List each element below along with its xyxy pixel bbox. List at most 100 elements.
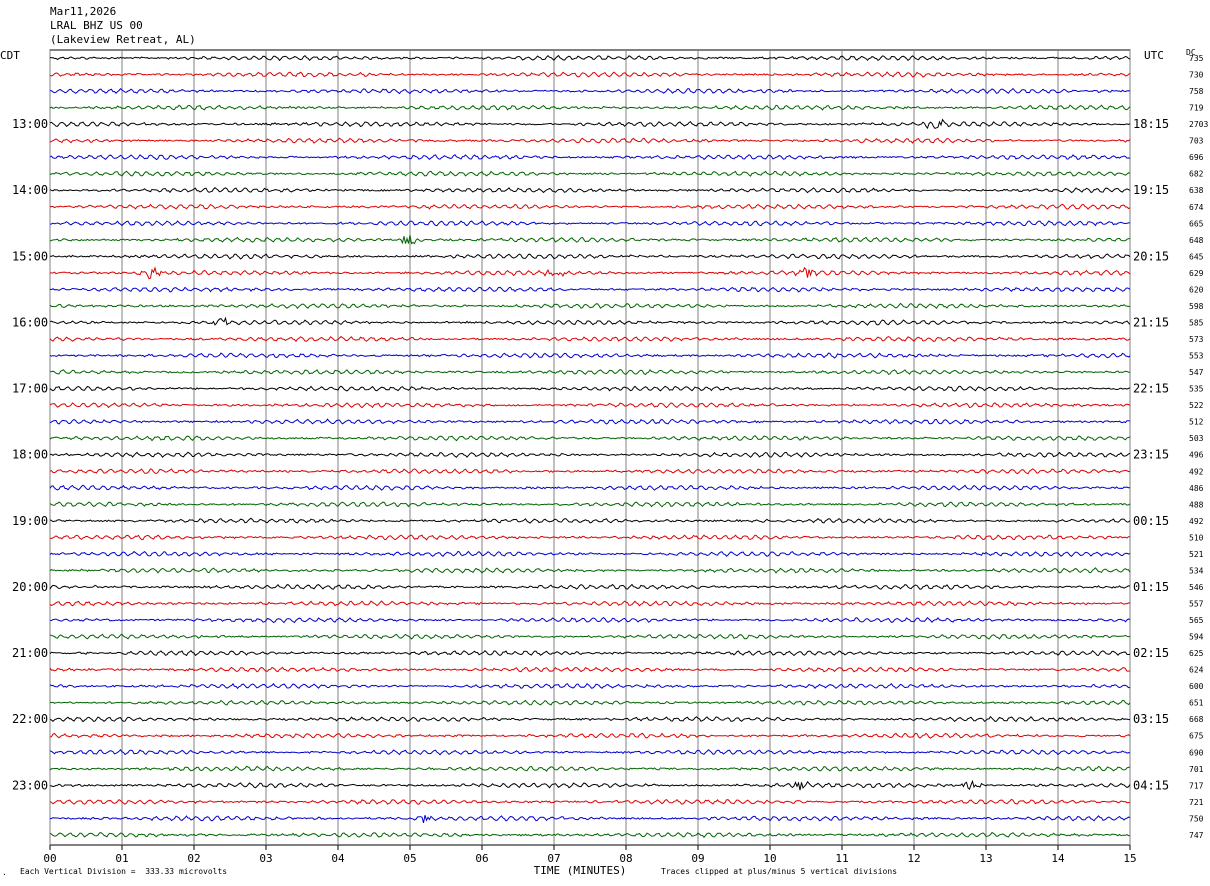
trace-10 — [49, 220, 1131, 227]
dc-value-20: 535 — [1189, 385, 1204, 394]
trace-46 — [49, 815, 1131, 824]
dc-value-14: 620 — [1189, 285, 1204, 294]
dc-value-7: 682 — [1189, 170, 1204, 179]
dc-value-38: 600 — [1189, 682, 1204, 691]
dc-value-8: 638 — [1189, 186, 1204, 195]
dc-value-10: 665 — [1189, 219, 1204, 228]
dc-value-12: 645 — [1189, 252, 1204, 261]
right-hour-label-0: 18:15 — [1133, 117, 1169, 131]
left-hour-label-2: 15:00 — [12, 249, 48, 263]
dc-value-27: 488 — [1189, 500, 1204, 509]
trace-45 — [49, 798, 1131, 805]
trace-32 — [49, 583, 1131, 590]
trace-11 — [49, 235, 1131, 245]
right-hour-label-5: 23:15 — [1133, 448, 1169, 462]
dc-value-17: 573 — [1189, 335, 1204, 344]
x-tick-label-05: 05 — [403, 852, 416, 865]
dc-value-28: 492 — [1189, 517, 1204, 526]
right-hour-label-3: 21:15 — [1133, 315, 1169, 329]
x-tick-label-02: 02 — [187, 852, 200, 865]
dc-value-1: 730 — [1189, 71, 1204, 80]
dc-value-24: 496 — [1189, 451, 1204, 460]
trace-14 — [49, 286, 1131, 293]
dc-value-30: 521 — [1189, 550, 1204, 559]
dc-value-33: 557 — [1189, 599, 1204, 608]
trace-8 — [49, 187, 1131, 194]
dc-value-39: 651 — [1189, 699, 1204, 708]
x-tick-label-07: 07 — [547, 852, 560, 865]
right-axis-label: UTC — [1144, 49, 1164, 62]
trace-41 — [49, 732, 1131, 739]
x-tick-label-08: 08 — [619, 852, 632, 865]
dc-value-35: 594 — [1189, 633, 1204, 642]
right-hour-label-9: 03:15 — [1133, 712, 1169, 726]
clip-note: Traces clipped at plus/minus 5 vertical … — [661, 867, 898, 876]
left-hour-label-5: 18:00 — [12, 448, 48, 462]
trace-2 — [49, 87, 1131, 95]
trace-13 — [50, 266, 1131, 280]
x-tick-label-06: 06 — [475, 852, 488, 865]
left-hour-label-7: 20:00 — [12, 580, 48, 594]
dc-value-13: 629 — [1189, 269, 1204, 278]
header-station: LRAL BHZ US 00 — [50, 19, 143, 32]
trace-36 — [49, 649, 1131, 657]
dc-value-23: 503 — [1189, 434, 1204, 443]
dc-value-19: 547 — [1189, 368, 1204, 377]
trace-21 — [49, 402, 1131, 409]
dc-value-16: 585 — [1189, 318, 1204, 327]
right-hour-label-10: 04:15 — [1133, 778, 1169, 792]
trace-35 — [49, 633, 1131, 640]
dc-value-41: 675 — [1189, 732, 1204, 741]
x-tick-label-04: 04 — [331, 852, 345, 865]
dc-value-46: 750 — [1189, 814, 1204, 823]
trace-3 — [49, 104, 1131, 111]
dc-value-15: 598 — [1189, 302, 1204, 311]
right-hour-label-2: 20:15 — [1133, 249, 1169, 263]
x-tick-label-12: 12 — [907, 852, 920, 865]
trace-39 — [49, 699, 1131, 706]
trace-30 — [49, 550, 1131, 557]
trace-43 — [49, 765, 1131, 772]
header-date: Mar11,2026 — [50, 5, 117, 18]
trace-18 — [49, 352, 1131, 359]
trace-23 — [49, 435, 1131, 442]
x-tick-label-10: 10 — [763, 852, 776, 865]
dc-value-43: 701 — [1189, 765, 1204, 774]
dc-value-37: 624 — [1189, 666, 1204, 675]
x-axis-title: TIME (MINUTES) — [534, 864, 627, 877]
x-tick-label-09: 09 — [691, 852, 704, 865]
trace-17 — [49, 335, 1131, 343]
trace-25 — [49, 468, 1131, 475]
dc-value-29: 510 — [1189, 533, 1204, 542]
x-tick-label-01: 01 — [115, 852, 128, 865]
trace-6 — [49, 154, 1131, 161]
right-hour-label-4: 22:15 — [1133, 382, 1169, 396]
x-tick-label-13: 13 — [979, 852, 992, 865]
left-hour-label-10: 23:00 — [12, 778, 48, 792]
left-hour-label-9: 22:00 — [12, 712, 48, 726]
left-hour-label-8: 21:00 — [12, 646, 48, 660]
trace-7 — [49, 170, 1131, 177]
dc-value-42: 690 — [1189, 748, 1204, 757]
right-hour-label-6: 00:15 — [1133, 514, 1169, 528]
trace-4 — [49, 118, 1131, 130]
trace-47 — [49, 831, 1131, 839]
dc-value-34: 565 — [1189, 616, 1204, 625]
dc-value-25: 492 — [1189, 467, 1204, 476]
right-hour-label-7: 01:15 — [1133, 580, 1169, 594]
right-hour-label-1: 19:15 — [1133, 183, 1169, 197]
scale-note: Each Vertical Division = 333.33 microvol… — [20, 867, 228, 876]
dc-value-40: 668 — [1189, 715, 1204, 724]
trace-9 — [49, 203, 1131, 210]
dc-value-21: 522 — [1189, 401, 1204, 410]
trace-20 — [49, 385, 1131, 392]
trace-31 — [49, 567, 1131, 574]
trace-22 — [49, 418, 1131, 425]
trace-40 — [49, 715, 1131, 723]
dc-value-18: 553 — [1189, 352, 1204, 361]
trace-37 — [49, 666, 1131, 673]
trace-26 — [49, 484, 1131, 491]
x-tick-label-14: 14 — [1051, 852, 1065, 865]
trace-42 — [49, 749, 1131, 756]
left-hour-label-1: 14:00 — [12, 183, 48, 197]
